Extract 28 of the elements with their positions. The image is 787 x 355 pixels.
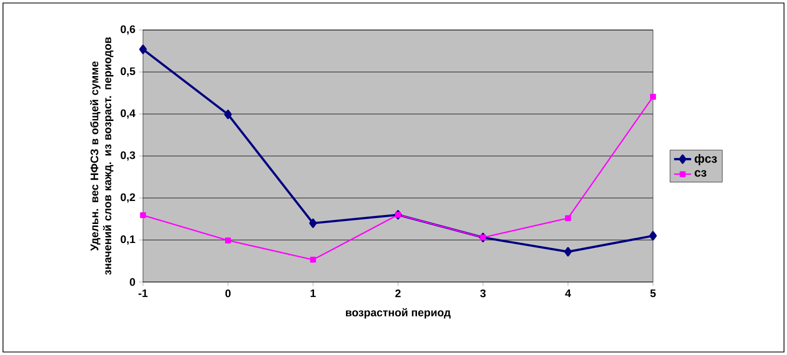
y-tick-label: 0,4: [120, 109, 136, 119]
y-axis-title: Удельн. вес НФСЗ в общей сумме значений слов кажд. из возраст. периодов: [90, 37, 114, 275]
y-tick-label: 0,3: [120, 151, 136, 161]
y-tick-label: 0,5: [120, 67, 136, 77]
legend-label: фсз: [694, 154, 717, 166]
x-tick-label: 0: [225, 290, 231, 298]
point: [309, 218, 317, 228]
point: [565, 215, 571, 222]
point: [225, 237, 231, 244]
y-tick-label: 0: [130, 278, 136, 286]
point: [310, 256, 316, 263]
y-tick-label: 0,1: [120, 235, 136, 245]
point: [140, 212, 146, 218]
point: [649, 231, 657, 240]
y-tick-label: 0,2: [120, 193, 136, 203]
x-tick-label: 2: [395, 290, 401, 298]
point: [564, 247, 572, 256]
point: [139, 44, 147, 54]
legend-label: сз: [694, 170, 706, 177]
x-tick-label: -1: [138, 290, 148, 298]
x-tick-label: 3: [480, 290, 486, 298]
x-tick-label: 1: [310, 290, 316, 298]
x-axis-title: возрастной период: [346, 308, 451, 319]
y-tick-label: 0,6: [120, 25, 136, 35]
x-tick-label: 4: [565, 290, 571, 298]
point: [224, 110, 232, 120]
point: [650, 94, 656, 100]
x-tick-label: 5: [650, 290, 656, 298]
